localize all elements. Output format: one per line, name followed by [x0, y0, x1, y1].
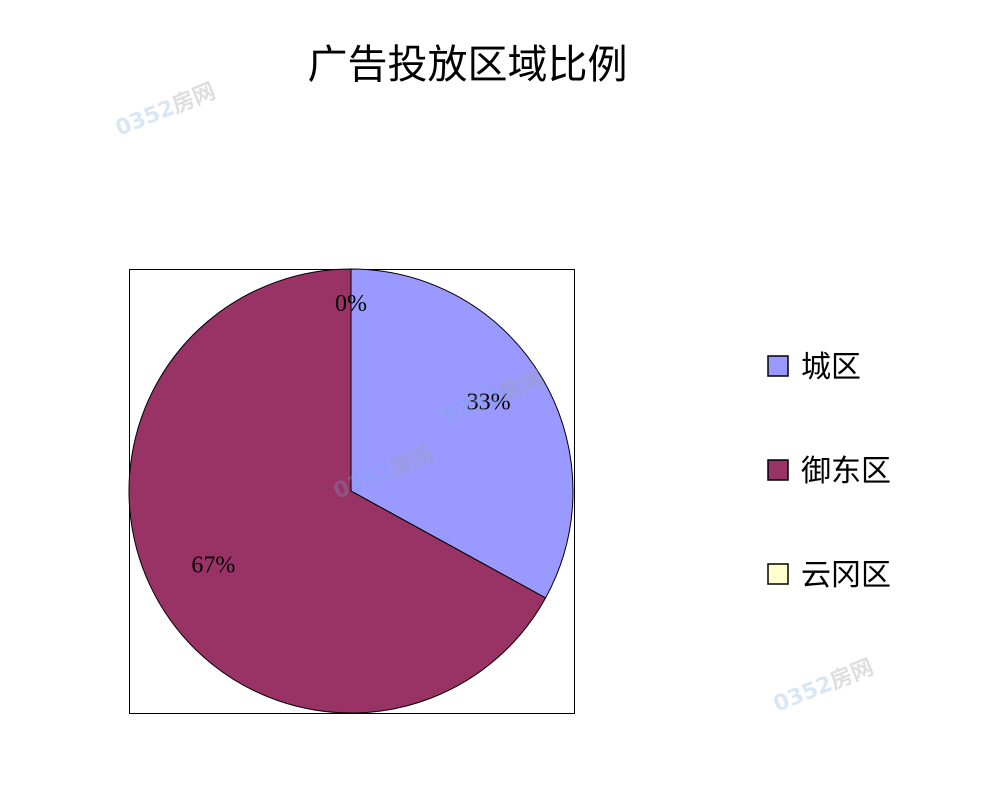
data-label-2: 0% — [335, 291, 367, 317]
data-label-1: 67% — [191, 552, 235, 578]
chart-title: 广告投放区域比例 — [307, 42, 628, 88]
legend-swatch-2 — [767, 563, 789, 585]
legend-swatch-0 — [767, 355, 789, 377]
pie-slice-0 — [350, 268, 574, 599]
legend-label-2: 云冈区 — [801, 558, 891, 593]
legend-label-0: 城区 — [801, 350, 861, 385]
legend-swatch-1 — [767, 459, 789, 481]
pie-slice-1 — [128, 268, 547, 714]
data-label-0: 33% — [467, 390, 511, 416]
legend-label-1: 御东区 — [801, 454, 891, 489]
